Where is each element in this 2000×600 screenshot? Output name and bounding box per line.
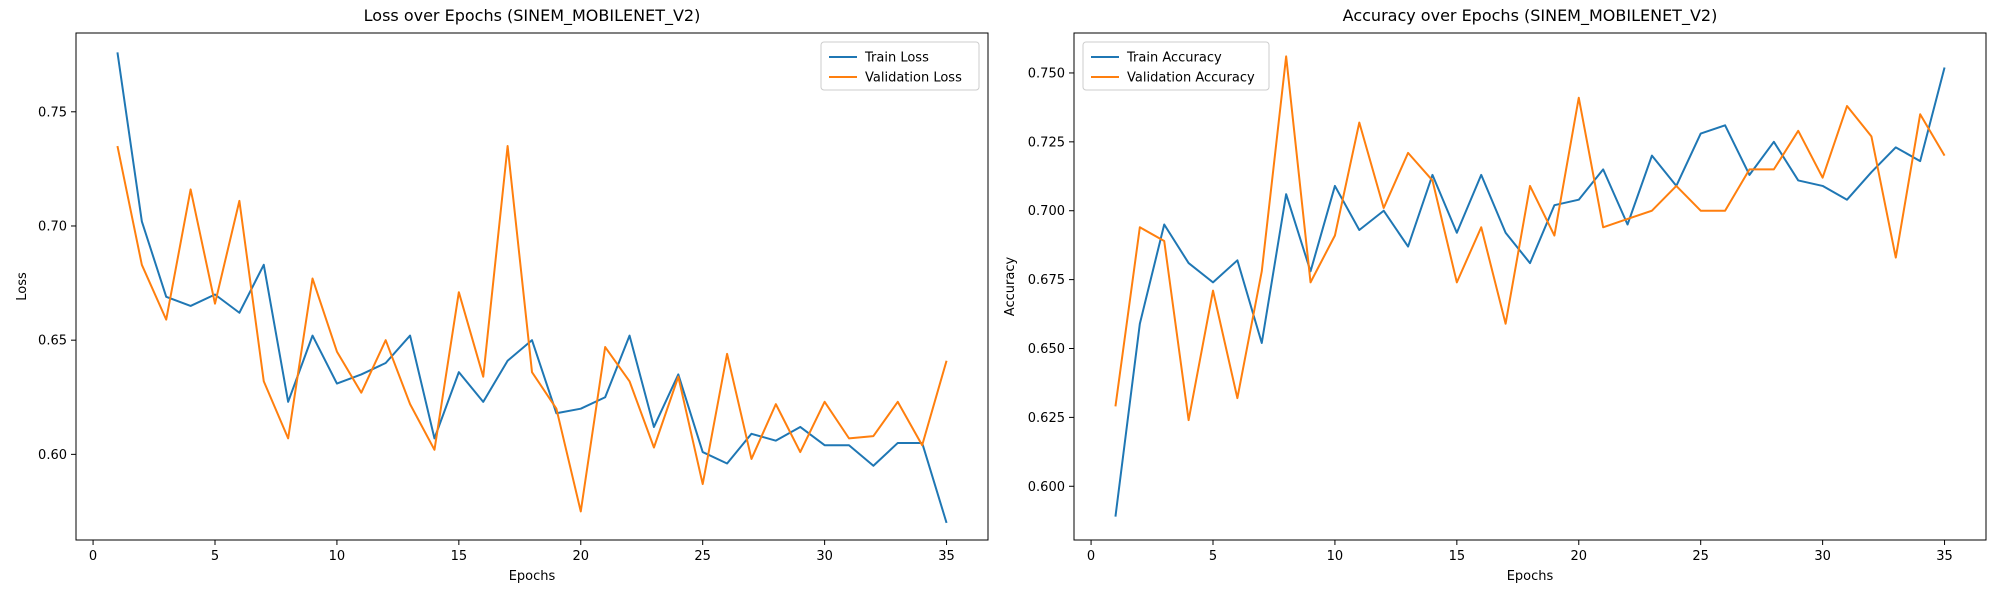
accuracy-y-tick-label: 0.625 — [1028, 411, 1065, 426]
loss-series-line-validation — [116, 145, 948, 513]
loss-y-tick-label: 0.65 — [38, 334, 67, 349]
loss-legend: Train Loss Validation Loss — [820, 41, 980, 91]
accuracy-chart: Accuracy over Epochs (SINEM_MOBILENET_V2… — [1003, 6, 1987, 584]
accuracy-legend: Train Accuracy Validation Accuracy — [1082, 41, 1270, 91]
accuracy-axes-frame — [1073, 32, 1987, 541]
loss-y-axis-label: Loss — [15, 272, 30, 301]
accuracy-y-tick-label: 0.600 — [1028, 480, 1065, 495]
accuracy-x-tick-label: 0 — [1087, 549, 1095, 564]
accuracy-y-axis-label: Accuracy — [1003, 257, 1018, 317]
loss-chart-title: Loss over Epochs (SINEM_MOBILENET_V2) — [364, 6, 701, 26]
accuracy-x-tick-label: 20 — [1570, 549, 1587, 564]
loss-chart: Loss over Epochs (SINEM_MOBILENET_V2) 0 5 1… — [15, 6, 989, 584]
accuracy-x-tick-label: 10 — [1327, 549, 1344, 564]
loss-x-tick-label: 25 — [694, 549, 711, 564]
accuracy-legend-label-validation: Validation Accuracy — [1127, 71, 1255, 86]
accuracy-x-tick-label: 15 — [1449, 549, 1466, 564]
loss-x-tick-label: 30 — [816, 549, 833, 564]
loss-x-tick-label: 5 — [211, 549, 219, 564]
accuracy-y-tick-label: 0.650 — [1028, 342, 1065, 357]
accuracy-series-line-validation — [1114, 55, 1946, 422]
loss-y-tick-label: 0.60 — [38, 448, 67, 463]
loss-legend-label-validation: Validation Loss — [865, 71, 962, 86]
loss-legend-box — [820, 41, 980, 91]
loss-x-tick-label: 10 — [329, 549, 346, 564]
accuracy-y-tick-label: 0.750 — [1028, 66, 1065, 81]
accuracy-chart-title: Accuracy over Epochs (SINEM_MOBILENET_V2… — [1343, 6, 1718, 26]
accuracy-x-tick-label: 30 — [1814, 549, 1831, 564]
loss-y-tick-label: 0.70 — [38, 219, 67, 234]
loss-x-axis-label: Epochs — [509, 569, 556, 584]
loss-x-tick-label: 0 — [89, 549, 97, 564]
accuracy-x-tick-label: 5 — [1209, 549, 1217, 564]
loss-x-tick-label: 35 — [938, 549, 955, 564]
loss-axes-frame — [75, 32, 989, 541]
loss-x-tick-label: 15 — [451, 549, 468, 564]
accuracy-y-tick-label: 0.700 — [1028, 204, 1065, 219]
accuracy-y-tick-label: 0.675 — [1028, 273, 1065, 288]
accuracy-x-tick-label: 35 — [1936, 549, 1953, 564]
loss-x-tick-label: 20 — [572, 549, 589, 564]
accuracy-x-axis-label: Epochs — [1507, 569, 1554, 584]
loss-legend-label-train: Train Loss — [864, 51, 929, 66]
accuracy-legend-label-train: Train Accuracy — [1126, 51, 1222, 66]
accuracy-x-tick-label: 25 — [1692, 549, 1709, 564]
accuracy-y-tick-label: 0.725 — [1028, 135, 1065, 150]
accuracy-legend-box — [1082, 41, 1270, 91]
loss-y-tick-label: 0.75 — [38, 105, 67, 120]
